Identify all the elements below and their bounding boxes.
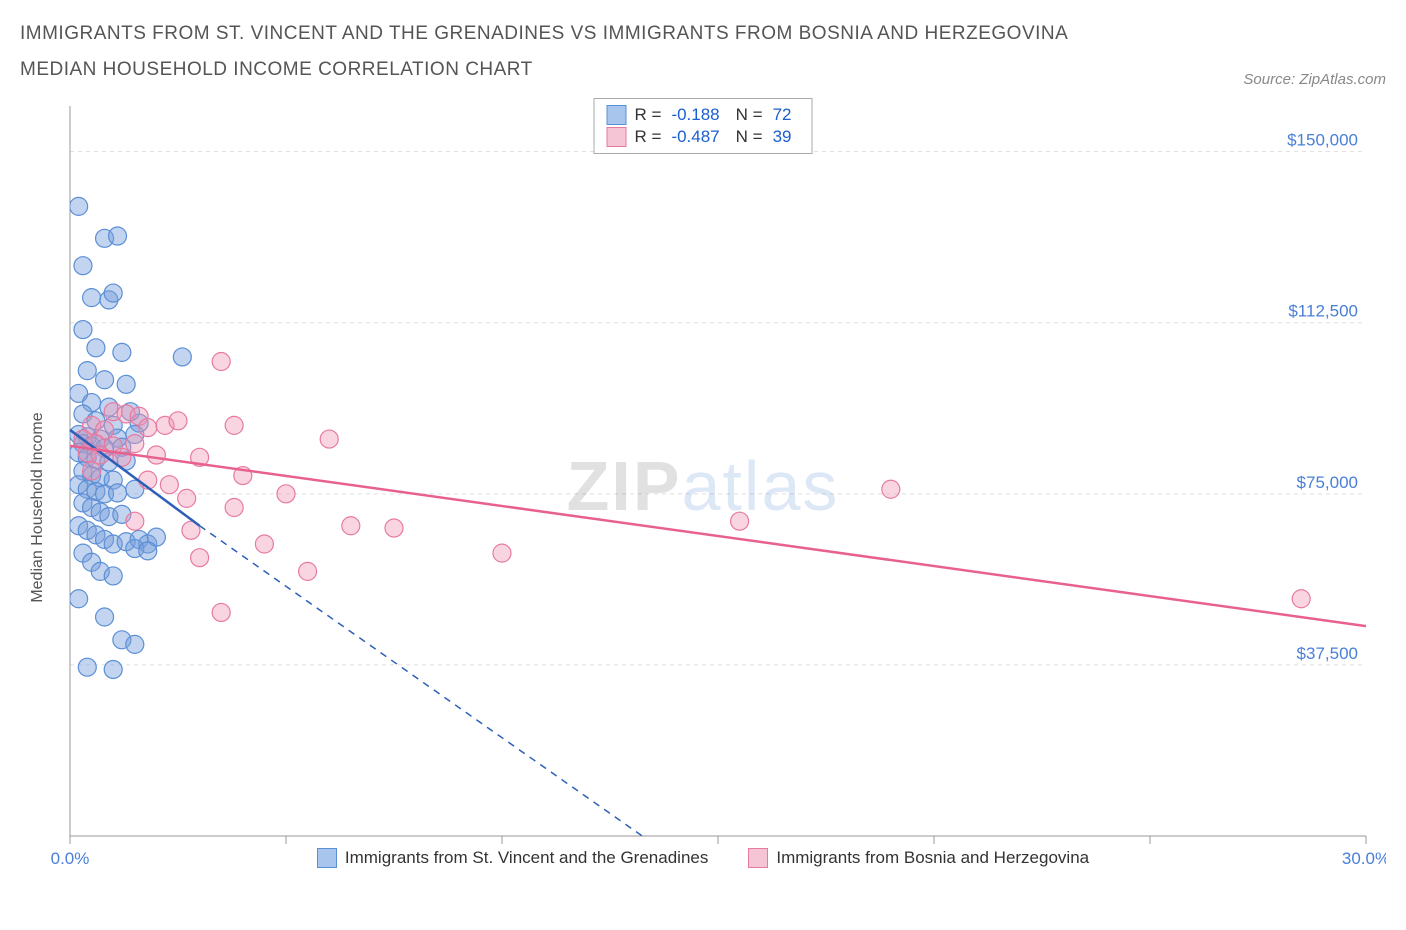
data-point bbox=[104, 661, 122, 679]
data-point bbox=[255, 535, 273, 553]
trend-line-extrapolated bbox=[200, 526, 675, 859]
data-point bbox=[78, 362, 96, 380]
data-point bbox=[83, 289, 101, 307]
data-point bbox=[83, 462, 101, 480]
svg-text:Median Household Income: Median Household Income bbox=[29, 412, 46, 602]
data-point bbox=[96, 371, 114, 389]
data-point bbox=[178, 490, 196, 508]
data-point bbox=[882, 480, 900, 498]
chart-container: $37,500 $75,000 $112,500 $150,000 0.0% 30.0% M… bbox=[20, 96, 1386, 876]
data-point bbox=[109, 227, 127, 245]
stats-row: R =-0.487N =39 bbox=[607, 127, 800, 147]
data-point bbox=[96, 608, 114, 626]
svg-text:$150,000: $150,000 bbox=[1287, 131, 1358, 150]
data-point bbox=[493, 544, 511, 562]
data-point bbox=[212, 604, 230, 622]
data-point bbox=[126, 435, 144, 453]
data-point bbox=[104, 284, 122, 302]
stats-legend-box: R =-0.188N =72R =-0.487N =39 bbox=[594, 98, 813, 154]
scatter-series bbox=[74, 353, 1310, 622]
data-point bbox=[117, 376, 135, 394]
data-point bbox=[225, 417, 243, 435]
data-point bbox=[87, 339, 105, 357]
data-point bbox=[74, 321, 92, 339]
source-attribution: Source: ZipAtlas.com bbox=[1243, 71, 1386, 88]
legend-swatch bbox=[607, 105, 627, 125]
stats-row: R =-0.188N =72 bbox=[607, 105, 800, 125]
data-point bbox=[147, 446, 165, 464]
svg-text:$112,500: $112,500 bbox=[1288, 302, 1358, 321]
data-point bbox=[299, 563, 317, 581]
data-point bbox=[1292, 590, 1310, 608]
data-point bbox=[385, 519, 403, 537]
data-point bbox=[731, 512, 749, 530]
data-point bbox=[212, 353, 230, 371]
data-point bbox=[78, 658, 96, 676]
data-point bbox=[139, 419, 157, 437]
scatter-chart: $37,500 $75,000 $112,500 $150,000 0.0% 30.0% M… bbox=[20, 96, 1386, 876]
data-point bbox=[109, 484, 127, 502]
data-point bbox=[74, 257, 92, 275]
data-point bbox=[139, 542, 157, 560]
data-point bbox=[126, 512, 144, 530]
legend-swatch bbox=[607, 127, 627, 147]
data-point bbox=[160, 476, 178, 494]
data-point bbox=[70, 198, 88, 216]
data-point bbox=[225, 499, 243, 517]
data-point bbox=[70, 590, 88, 608]
data-point bbox=[320, 430, 338, 448]
data-point bbox=[126, 636, 144, 654]
svg-text:$75,000: $75,000 bbox=[1297, 473, 1358, 492]
data-point bbox=[191, 549, 209, 567]
data-point bbox=[169, 412, 187, 430]
svg-text:$37,500: $37,500 bbox=[1297, 644, 1358, 663]
data-point bbox=[104, 567, 122, 585]
svg-text:30.0%: 30.0% bbox=[1342, 849, 1386, 868]
data-point bbox=[173, 348, 191, 366]
svg-text:0.0%: 0.0% bbox=[51, 849, 90, 868]
data-point bbox=[342, 517, 360, 535]
data-point bbox=[277, 485, 295, 503]
data-point bbox=[113, 344, 131, 362]
chart-title: IMMIGRANTS FROM ST. VINCENT AND THE GREN… bbox=[20, 16, 1120, 88]
